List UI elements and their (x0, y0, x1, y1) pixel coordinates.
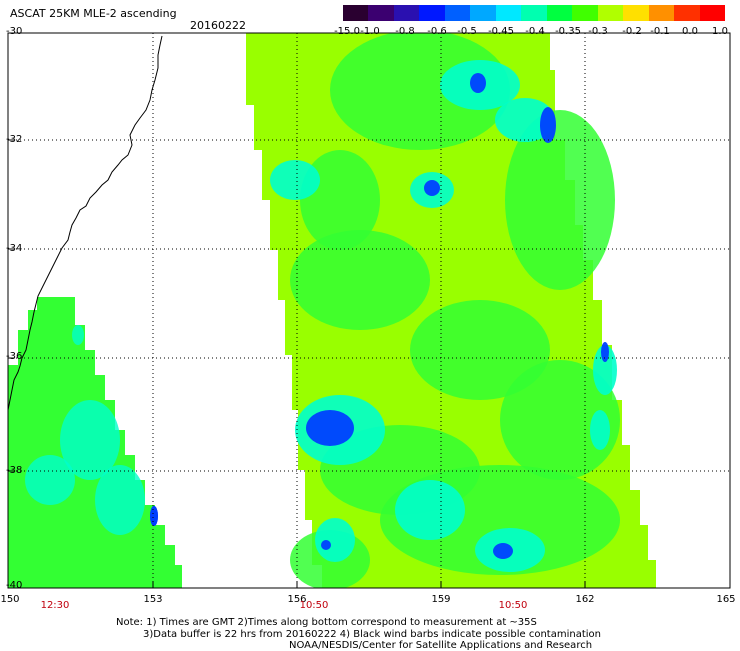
note-line-3: NOAA/NESDIS/Center for Satellite Applica… (289, 640, 593, 651)
color-scale-label: -0.35 (555, 26, 581, 37)
product-title: ASCAT 25KM MLE-2 ascending (10, 7, 177, 20)
field-cyan (395, 480, 465, 540)
color-scale-label: -0.3 (588, 26, 608, 37)
time-label-3: 10:50 (498, 600, 528, 611)
field-green (410, 300, 550, 400)
product-date: 20160222 (190, 19, 246, 32)
color-scale-bar (343, 5, 726, 21)
color-scale-segment (699, 5, 726, 21)
color-scale-segment (597, 5, 624, 21)
color-scale-label: 0.0 (682, 26, 698, 37)
color-scale-segment (419, 5, 445, 21)
field-blue (321, 540, 331, 550)
color-scale-segment (546, 5, 573, 21)
color-scale-segment (393, 5, 420, 21)
color-scale-segment (495, 5, 522, 21)
time-label-1: 12:30 (40, 600, 70, 611)
field-cyan (25, 455, 75, 505)
lat-label-32: -32 (6, 134, 23, 145)
color-scale-segment (368, 5, 394, 21)
field-blue (150, 506, 158, 526)
lat-label-36: -36 (6, 351, 23, 362)
field-cyan (72, 325, 84, 345)
map-frame (7, 32, 731, 589)
lat-label-40: -40 (6, 580, 23, 591)
field-blue (306, 410, 354, 446)
field-green (300, 150, 380, 250)
color-scale-label: -0.5 (457, 26, 477, 37)
field-green (505, 110, 615, 290)
field-cyan (270, 160, 320, 200)
color-scale-label: -15.0 (334, 26, 360, 37)
color-scale-label: -0.6 (427, 26, 447, 37)
field-cyan (60, 400, 120, 480)
lat-label-30: -30 (6, 26, 23, 37)
field-cyan (593, 345, 617, 395)
field-cyan (590, 410, 610, 450)
color-scale-label: -0.45 (488, 26, 514, 37)
lon-label-156: 156 (287, 594, 307, 605)
color-scale-segment (648, 5, 675, 21)
field-blue (470, 73, 486, 93)
color-scale-segment (572, 5, 598, 21)
lon-label-153: 153 (143, 594, 163, 605)
lat-label-34: -34 (6, 243, 23, 254)
color-scale-segment (444, 5, 471, 21)
color-scale-label: -0.2 (622, 26, 642, 37)
field-blue (540, 107, 556, 143)
field-cyan (315, 518, 355, 562)
lat-label-38: -38 (6, 465, 23, 476)
field-cyan (495, 98, 555, 142)
lon-label-165: 165 (716, 594, 736, 605)
field-green (500, 360, 620, 480)
field-blue (601, 342, 609, 362)
field-blue (424, 180, 440, 196)
lon-label-159: 159 (431, 594, 451, 605)
lon-label-162: 162 (575, 594, 595, 605)
color-scale-segment (674, 5, 700, 21)
color-scale-label: -0.1 (650, 26, 670, 37)
note-line-1: Note: 1) Times are GMT 2)Times along bot… (116, 617, 537, 628)
color-scale-segment (343, 5, 369, 21)
color-scale-segment (470, 5, 496, 21)
time-label-2: 10:50 (299, 600, 329, 611)
coastline (7, 35, 163, 411)
field-blue (493, 543, 513, 559)
lon-label-150: 150 (0, 594, 20, 605)
color-scale-label: -1.0 (360, 26, 380, 37)
field-cyan (95, 465, 145, 535)
color-scale-label: -0.4 (525, 26, 545, 37)
color-scale-segment (623, 5, 649, 21)
field-green (290, 230, 430, 330)
color-scale-label: 1.0 (712, 26, 728, 37)
color-scale-segment (521, 5, 547, 21)
note-line-2: 3)Data buffer is 22 hrs from 20160222 4)… (143, 629, 601, 640)
color-scale-label: -0.8 (395, 26, 415, 37)
